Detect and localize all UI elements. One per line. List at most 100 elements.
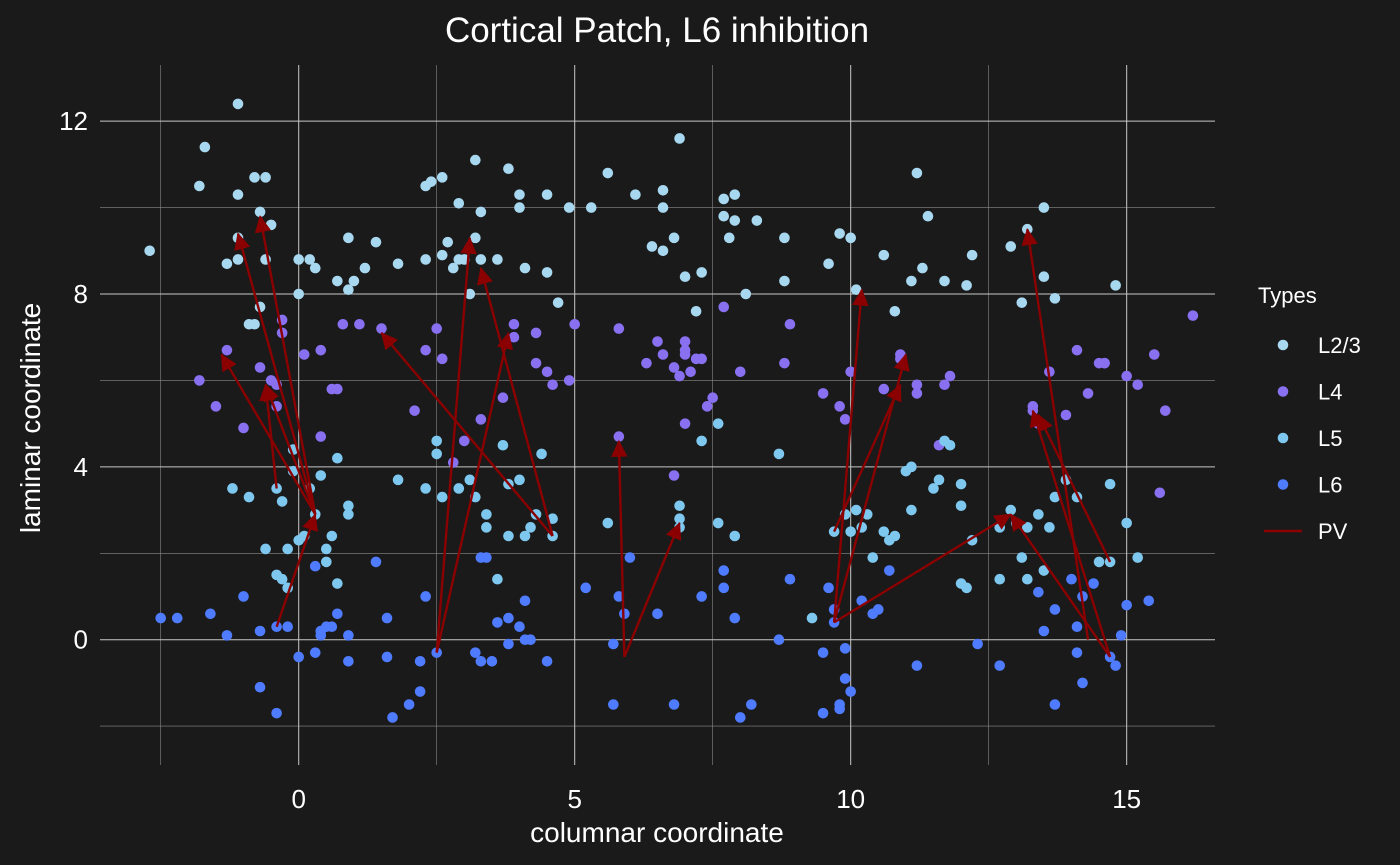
point-l6 [718,565,730,576]
point-l4 [409,405,420,416]
point-l23 [751,215,763,226]
point-l4 [1099,357,1110,369]
point-l5 [712,517,724,529]
point-l23 [359,262,371,274]
point-l6 [608,638,619,650]
point-l5 [464,474,476,486]
y-tick-label: 4 [74,452,88,482]
point-l5 [525,522,536,533]
legend-item: L2/3 [1277,333,1361,358]
point-l4 [1121,370,1132,382]
point-l6 [817,707,829,719]
point-l6 [1049,604,1061,615]
point-l23 [541,189,553,200]
pv-arrow-shaft [380,332,554,537]
point-l6 [519,595,531,607]
pv-arrow-head [852,288,869,307]
point-l5 [773,448,785,460]
point-l5 [729,530,741,542]
point-l5 [276,496,288,507]
point-l23 [889,305,901,317]
point-l4 [238,422,249,434]
pv-arrow-shaft [264,384,278,489]
point-l5 [1022,573,1033,585]
point-l6 [309,647,321,658]
point-l6 [1049,699,1061,710]
point-l6 [1066,573,1077,585]
point-l6 [839,643,851,654]
point-l6 [282,621,293,633]
point-l6 [381,651,393,663]
point-l6 [387,712,398,723]
point-l6 [718,582,730,594]
x-tick-label: 0 [291,784,305,814]
y-tick-label: 0 [74,625,88,655]
point-l23 [304,254,316,265]
point-l6 [254,681,266,693]
y-axis-tick-labels: 0 4 8 12 [59,106,88,655]
legend-items: L2/3 L4 L5 L6 PV [1264,333,1361,544]
point-l5 [343,500,354,512]
legend-key-point [1277,432,1289,444]
point-l23 [696,267,707,278]
point-l6 [834,703,845,715]
point-l23 [552,297,564,308]
point-l5 [243,491,255,503]
point-l23 [370,236,382,248]
point-l4 [685,366,696,378]
point-l5 [994,573,1006,585]
point-l23 [348,275,360,287]
pv-arrow-head [1021,228,1038,247]
point-l23 [447,262,459,274]
point-l5 [933,474,945,486]
point-l4 [508,331,520,343]
point-l6 [470,647,481,658]
point-l23 [470,154,481,166]
point-l5 [928,483,939,494]
point-l6 [652,608,663,620]
point-l6 [580,582,592,594]
point-l6 [403,699,415,710]
legend-item: L6 [1277,473,1342,498]
point-l5 [1022,522,1033,533]
point-l4 [315,344,327,356]
point-l6 [514,621,525,633]
legend-title: Types [1258,283,1317,308]
point-l4 [817,388,829,399]
point-l23 [503,163,514,175]
point-l5 [227,483,238,494]
point-l5 [955,500,967,512]
pv-arrow-shaft [275,513,317,628]
point-l23 [585,202,597,213]
point-l5 [955,478,967,490]
point-l6 [1071,647,1083,658]
chart-title: Cortical Patch, L6 inhibition [445,11,869,50]
point-l23 [514,189,525,200]
point-l23 [232,189,244,200]
point-l23 [144,245,155,257]
point-l6 [1033,586,1044,598]
pv-arrow [380,332,554,537]
point-l4 [845,366,856,378]
point-l5 [1005,504,1017,516]
point-l5 [1038,565,1050,576]
point-l23 [679,271,691,283]
point-l5 [1016,552,1028,563]
point-l23 [961,280,972,291]
point-l4 [668,362,680,373]
point-l5 [514,474,525,486]
point-l4 [1071,344,1083,356]
point-l5 [519,530,531,542]
pv-arrow [259,383,278,489]
pv-arrow-shaft [1037,414,1112,563]
point-l23 [1038,202,1050,213]
point-l23 [690,305,702,317]
point-l4 [1160,405,1171,416]
point-l5 [867,552,879,563]
point-l5 [1121,517,1132,529]
point-l4 [1154,487,1166,499]
point-l4 [530,357,542,369]
pv-arrow [275,513,318,628]
point-l23 [392,258,404,270]
